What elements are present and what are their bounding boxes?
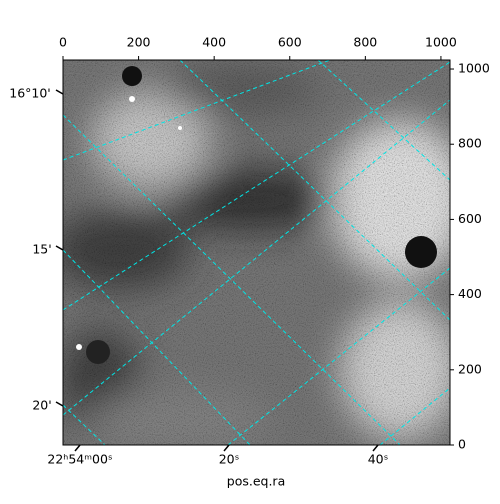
x-tick-label: 200 (127, 35, 151, 50)
grid-line (63, 404, 106, 445)
dec-tick-label: 20' (32, 398, 51, 413)
ra-tick-label: 22ʰ54ᵐ00ˢ (47, 452, 112, 467)
grid-line (63, 114, 401, 445)
ra-tick-label: 40ˢ (368, 452, 389, 467)
ra-tick-label: 20ˢ (219, 452, 240, 467)
grid-line (63, 249, 251, 445)
x-tick-label: 800 (353, 35, 377, 50)
world-ticks (55, 89, 379, 452)
sky-image (63, 60, 450, 445)
y-tick-label: 1000 (458, 61, 490, 76)
plot-frame (62, 59, 451, 446)
grid-line (227, 267, 450, 445)
grid-line (379, 387, 450, 445)
grid-line (317, 60, 450, 181)
x-tick-label: 600 (278, 35, 302, 50)
x-tick-label: 0 (59, 35, 67, 50)
grid-line (63, 99, 450, 416)
y-tick-label: 0 (458, 437, 466, 452)
grid-line (63, 60, 331, 161)
dec-tick (55, 89, 64, 95)
x-tick-label: 1000 (425, 35, 457, 50)
ra-tick (74, 444, 81, 452)
x-tick-label: 400 (202, 35, 226, 50)
dec-tick-label: 16°10' (9, 86, 51, 101)
coordinate-grid (63, 60, 450, 445)
dec-tick (55, 245, 64, 251)
y-tick-label: 600 (458, 211, 482, 226)
dec-tick-label: 15' (32, 242, 51, 257)
ra-tick (223, 444, 230, 452)
dec-tick (55, 401, 64, 407)
x-axis-label: pos.eq.ra (227, 474, 285, 489)
y-tick-label: 800 (458, 136, 482, 151)
ra-tick (372, 444, 379, 452)
y-tick-label: 200 (458, 361, 482, 376)
y-tick-label: 400 (458, 286, 482, 301)
